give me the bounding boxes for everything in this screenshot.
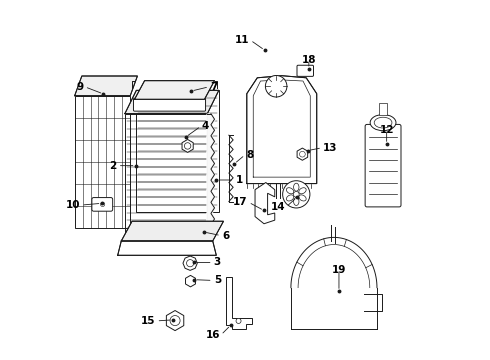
Text: 4: 4 xyxy=(202,121,209,131)
Text: 14: 14 xyxy=(270,202,285,212)
FancyBboxPatch shape xyxy=(297,65,314,76)
Ellipse shape xyxy=(299,195,306,201)
Circle shape xyxy=(266,76,287,97)
Text: 1: 1 xyxy=(235,175,243,185)
Text: 17: 17 xyxy=(233,197,247,207)
Text: 8: 8 xyxy=(246,150,253,160)
Polygon shape xyxy=(135,81,215,99)
Bar xyxy=(74,96,130,228)
Ellipse shape xyxy=(299,188,306,194)
Polygon shape xyxy=(247,76,317,184)
Ellipse shape xyxy=(294,183,299,191)
Bar xyxy=(136,90,219,212)
Bar xyxy=(379,103,387,116)
Polygon shape xyxy=(118,241,216,255)
FancyBboxPatch shape xyxy=(365,125,401,207)
Text: 3: 3 xyxy=(214,257,221,267)
Bar xyxy=(125,114,207,235)
Text: 13: 13 xyxy=(323,143,338,153)
Text: 7: 7 xyxy=(210,82,218,92)
Polygon shape xyxy=(125,90,219,114)
Circle shape xyxy=(184,143,191,149)
Circle shape xyxy=(170,316,180,325)
Circle shape xyxy=(283,181,310,208)
Circle shape xyxy=(100,202,105,207)
Text: 16: 16 xyxy=(205,330,220,340)
Circle shape xyxy=(299,151,305,157)
FancyBboxPatch shape xyxy=(133,98,205,111)
Polygon shape xyxy=(122,221,223,241)
Ellipse shape xyxy=(286,195,294,201)
Text: 18: 18 xyxy=(301,55,316,65)
Text: 19: 19 xyxy=(332,265,346,275)
FancyBboxPatch shape xyxy=(92,198,113,211)
Circle shape xyxy=(187,260,194,267)
Text: 11: 11 xyxy=(235,35,249,45)
Polygon shape xyxy=(226,277,252,329)
Polygon shape xyxy=(255,183,275,224)
Polygon shape xyxy=(74,76,137,96)
Text: 12: 12 xyxy=(379,125,394,135)
Circle shape xyxy=(294,192,299,197)
Text: 5: 5 xyxy=(214,275,221,285)
Ellipse shape xyxy=(286,188,294,194)
Text: 6: 6 xyxy=(222,231,229,240)
Ellipse shape xyxy=(370,114,396,131)
Ellipse shape xyxy=(294,198,299,206)
Circle shape xyxy=(236,319,241,323)
Text: 2: 2 xyxy=(109,161,117,171)
Text: 10: 10 xyxy=(66,200,80,210)
Text: 9: 9 xyxy=(76,82,84,92)
Text: 15: 15 xyxy=(141,316,155,326)
